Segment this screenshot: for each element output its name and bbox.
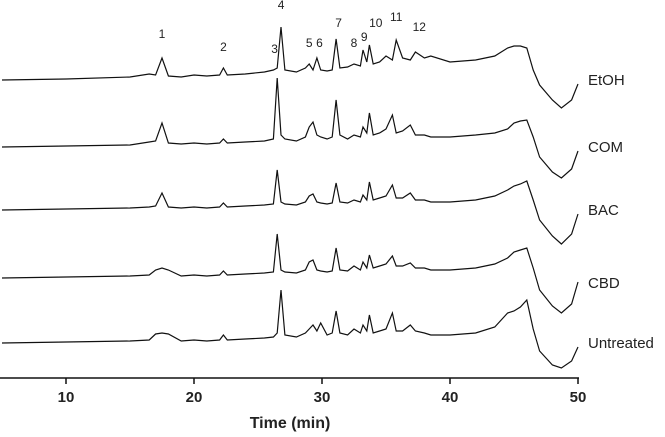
- peak-label: 4: [278, 0, 285, 12]
- x-tick-label: 50: [570, 389, 587, 406]
- peak-label: 2: [220, 40, 227, 54]
- trace-label: COM: [588, 139, 623, 156]
- x-tick-label: 10: [58, 389, 75, 406]
- peak-label: 1: [159, 27, 166, 41]
- peak-label: 7: [335, 16, 342, 30]
- peak-label: 9: [361, 30, 368, 44]
- trace-label: CBD: [588, 275, 620, 292]
- trace-label: EtOH: [588, 72, 625, 89]
- peak-label: 5: [306, 36, 313, 50]
- peak-label: 12: [413, 20, 427, 34]
- peak-label: 3: [271, 42, 278, 56]
- trace: [1, 26, 579, 109]
- peak-label: 8: [351, 36, 358, 50]
- x-tick-label: 40: [442, 389, 459, 406]
- trace: [1, 233, 579, 314]
- trace: [1, 77, 579, 179]
- trace: [1, 169, 579, 245]
- x-tick-label: 20: [186, 389, 203, 406]
- peak-label: 6: [316, 36, 323, 50]
- peak-label: 10: [369, 16, 383, 30]
- x-tick-label: 30: [314, 389, 331, 406]
- trace-label: Untreated: [588, 335, 654, 352]
- x-axis-label: Time (min): [250, 415, 331, 432]
- trace-label: BAC: [588, 202, 619, 219]
- trace: [1, 289, 579, 369]
- peak-label: 11: [390, 10, 403, 24]
